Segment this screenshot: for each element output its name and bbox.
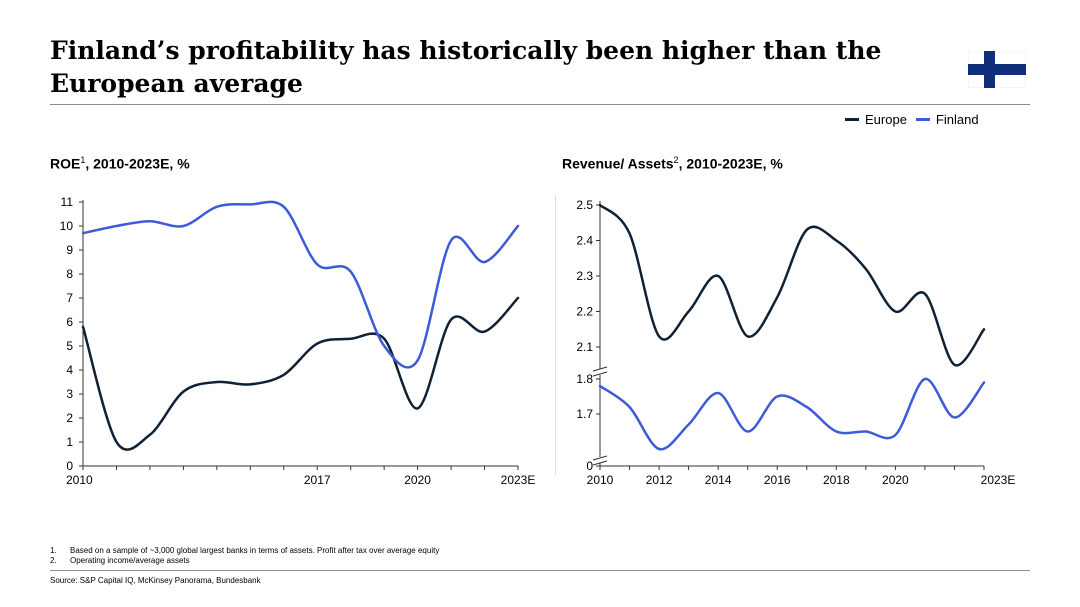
footnote-number: 2. xyxy=(50,556,57,565)
legend: Europe Finland xyxy=(845,112,988,127)
revenue-assets-chart-title-footnote-ref: 2 xyxy=(673,155,679,165)
x-tick-label: 2018 xyxy=(823,473,850,487)
legend-label-europe: Europe xyxy=(865,112,907,127)
y-tick-label: 1 xyxy=(66,435,73,449)
revenue-assets-chart-title: Revenue/ Assets2, 2010-2023E, % xyxy=(562,155,783,172)
revenue-assets-chart: 0 1.7 1.8 2.1 2.2 2.3 2.4 2.5 2010 2012 2014 2016 20… xyxy=(555,195,1016,487)
legend-swatch-finland xyxy=(915,118,930,121)
y-tick-label: 2 xyxy=(66,411,73,425)
series-line-finland xyxy=(81,200,520,369)
y-tick-label: 8 xyxy=(66,267,73,281)
y-tick-label: 10 xyxy=(60,219,74,233)
x-tick-label: 2020 xyxy=(882,473,909,487)
x-tick-label: 2020 xyxy=(404,473,431,487)
footnote-text: Based on a sample of ~3,000 global large… xyxy=(70,546,440,555)
revenue-assets-chart-title-main: Revenue/ Assets xyxy=(562,155,674,172)
roe-chart-title-rest: , 2010-2023E, % xyxy=(85,155,190,172)
footnote-2: 2. Operating income/average assets xyxy=(50,556,439,566)
x-tick-label: 2017 xyxy=(304,473,331,487)
footnote-1: 1. Based on a sample of ~3,000 global la… xyxy=(50,546,439,556)
footnotes: 1. Based on a sample of ~3,000 global la… xyxy=(50,546,439,566)
source-note: Source: S&P Capital IQ, McKinsey Panoram… xyxy=(50,576,261,585)
y-tick-label: 2.1 xyxy=(576,340,593,354)
legend-swatch-europe xyxy=(845,118,859,121)
x-tick-label: 2010 xyxy=(587,473,614,487)
roe-chart-title: ROE1, 2010-2023E, % xyxy=(50,155,190,172)
y-tick-label: 5 xyxy=(66,339,73,353)
page-title-line-1: Finland’s profitability has historically… xyxy=(50,36,882,65)
roe-chart: 0 1 2 3 4 5 6 7 8 9 10 11 2010 2017 2020 2023E xyxy=(60,195,536,487)
y-tick-label: 2.2 xyxy=(576,305,593,319)
y-tick-label: 1.8 xyxy=(576,372,593,386)
x-tick-label: 2010 xyxy=(66,473,93,487)
roe-chart-title-main: ROE xyxy=(50,155,81,172)
roe-chart-title-footnote-ref: 1 xyxy=(80,155,86,165)
y-tick-label: 6 xyxy=(66,315,73,329)
y-tick-label: 9 xyxy=(66,243,73,257)
footnote-text: Operating income/average assets xyxy=(70,556,190,565)
y-tick-label: 7 xyxy=(66,291,73,305)
y-tick-label: 0 xyxy=(66,459,73,473)
y-axis-break-mark xyxy=(592,455,608,466)
x-tick-label: 2023E xyxy=(501,473,536,487)
y-tick-label: 1.7 xyxy=(576,407,593,421)
legend-item-finland: Finland xyxy=(915,112,979,127)
y-tick-label: 4 xyxy=(66,363,73,377)
x-tick-label: 2012 xyxy=(646,473,673,487)
x-tick-label: 2016 xyxy=(764,473,791,487)
x-tick-label: 2014 xyxy=(705,473,732,487)
legend-item-europe: Europe xyxy=(845,112,907,127)
source-divider xyxy=(50,570,1030,571)
series-line-europe xyxy=(81,296,520,451)
title-divider xyxy=(50,104,1030,105)
page-title-line-2: European average xyxy=(50,69,303,98)
flag-cross-horizontal xyxy=(968,64,1026,75)
series-line-finland xyxy=(598,377,986,451)
y-tick-label: 2.3 xyxy=(576,269,593,283)
page-title: Finland’s profitability has historically… xyxy=(50,34,930,100)
revenue-assets-chart-title-rest: , 2010-2023E, % xyxy=(678,155,783,172)
series-line-europe xyxy=(598,203,986,367)
y-tick-label: 11 xyxy=(61,195,74,209)
legend-label-finland: Finland xyxy=(935,112,979,127)
y-tick-label: 2.4 xyxy=(576,234,593,248)
x-tick-label: 2023E xyxy=(981,473,1016,487)
y-tick-label: 2.5 xyxy=(576,198,593,212)
y-tick-label: 3 xyxy=(66,387,73,401)
footnote-number: 1. xyxy=(50,546,57,555)
finland-flag-icon xyxy=(968,51,1026,88)
y-tick-label: 0 xyxy=(586,459,593,473)
y-axis-break-mark xyxy=(592,366,608,377)
